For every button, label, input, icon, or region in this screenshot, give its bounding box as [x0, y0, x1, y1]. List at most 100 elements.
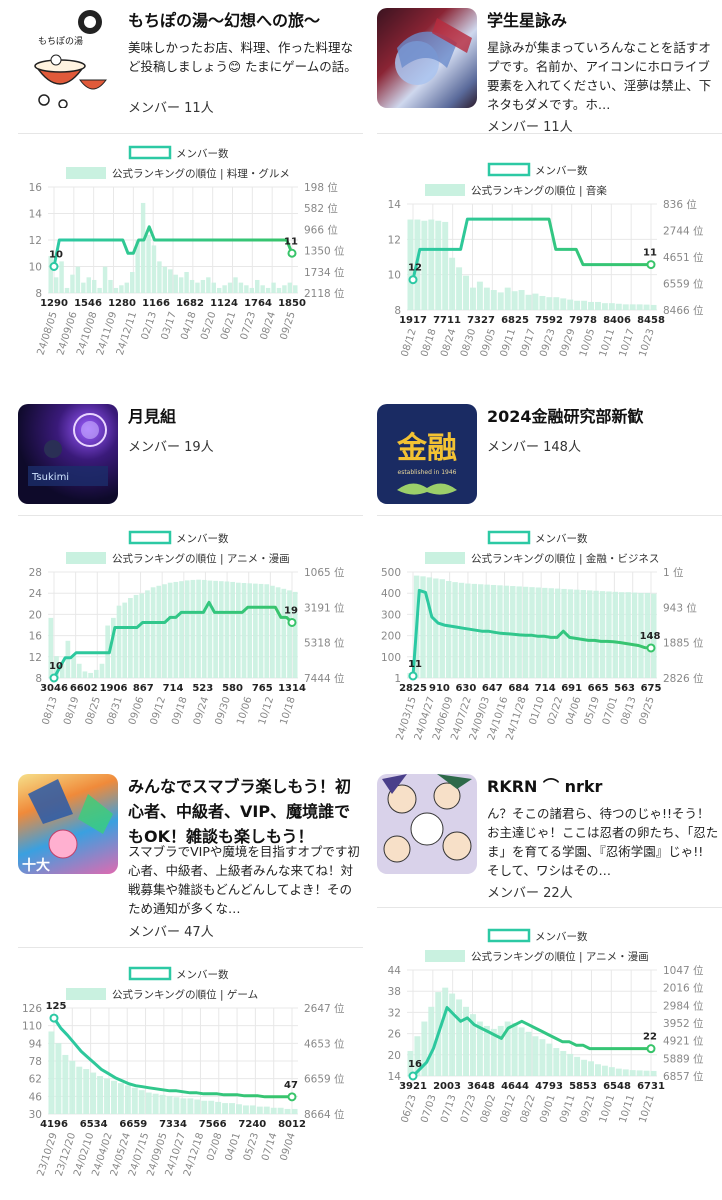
ranking-bar	[215, 1101, 222, 1114]
card-title[interactable]: 月見組	[128, 407, 177, 426]
ranking-bar	[651, 593, 657, 678]
member-count: メンバー 19人	[128, 440, 214, 455]
card-title[interactable]: 学生星詠み	[487, 11, 568, 30]
card-header[interactable]: もちぽの湯 もちぽの湯〜幻想への旅〜 美味しかったお店、料理、作った料理など投稿…	[18, 8, 363, 134]
ranking-bar	[213, 580, 218, 678]
rank-tick-label: 8458	[637, 315, 665, 326]
card-title[interactable]: もちぽの湯〜幻想への旅〜	[128, 11, 321, 30]
legend-member-label: メンバー数	[176, 147, 229, 160]
x-tick-label: 02/22	[546, 696, 565, 727]
ranking-bar	[542, 587, 548, 678]
ranking-bar	[82, 671, 88, 678]
ranking-bar	[518, 1027, 525, 1076]
chat-card[interactable]: もちぽの湯 もちぽの湯〜幻想への旅〜 美味しかったお店、料理、作った料理など投稿…	[18, 8, 363, 394]
card-header[interactable]: 学生星詠み 星詠みが集まっていろんなことを話すオプです。名前か、アイコンにホロラ…	[377, 8, 722, 135]
rank-tick-label: 523	[192, 683, 213, 694]
chat-card[interactable]: RKRN ⌒ nrkr ん？そこの諸君ら、待つのじゃ!!そう！お主達じゃ！ここは…	[377, 774, 722, 1160]
chat-card[interactable]: Tsukimi 月見組 メンバー 19人 メンバー数 公式ランキングの順位 | ア…	[18, 404, 363, 790]
ranking-bar	[75, 266, 81, 293]
x-tick-label: 09/25	[637, 696, 656, 727]
card-header[interactable]: Tsukimi 月見組 メンバー 19人	[18, 404, 363, 516]
member-line	[52, 600, 294, 679]
x-tick-label: 09/05	[479, 328, 498, 359]
rank-tick-label: 2825	[399, 683, 427, 694]
ranking-bar	[553, 1048, 560, 1076]
ranking-bar	[490, 290, 497, 310]
ranking-bar	[553, 297, 560, 310]
ranking-bar	[601, 303, 608, 310]
ranking-bar	[276, 287, 282, 293]
legend-ranking-label: 公式ランキングの順位 | アニメ・漫画	[112, 552, 290, 565]
y-tick-label: 62	[29, 1074, 42, 1086]
y2-tick-label: 7444 位	[304, 672, 345, 685]
y-tick-label: 400	[381, 588, 401, 600]
thumbnail[interactable]: 十大	[18, 774, 118, 874]
x-tick-label: 24/12/11	[115, 311, 139, 357]
ranking-bar	[581, 300, 588, 310]
y2-tick-label: 4921 位	[663, 1035, 704, 1048]
card-header[interactable]: RKRN ⌒ nrkr ん？そこの諸君ら、待つのじゃ!!そう！お主達じゃ！ここは…	[377, 774, 722, 908]
ranking-bar	[229, 1103, 235, 1114]
ranking-bar	[567, 299, 574, 310]
y-tick-label: 32	[388, 1007, 401, 1019]
rank-tick-label: 1124	[210, 298, 238, 309]
ranking-bar	[449, 257, 456, 310]
ranking-bar	[518, 290, 525, 310]
x-tick-label: 07/23	[239, 311, 258, 342]
ranking-bar	[184, 580, 190, 678]
rank-tick-label: 4644	[501, 1081, 529, 1092]
legend-ranking-label: 公式ランキングの順位 | ゲーム	[112, 988, 258, 1001]
thumbnail[interactable]: 金融 established in 1946	[377, 404, 477, 504]
thumbnail[interactable]	[377, 774, 477, 874]
ranking-bar	[503, 585, 510, 678]
ranking-bar	[180, 1098, 187, 1114]
card-header[interactable]: 十大 みんなでスマブラ楽しもう！初心者、中級者、VIP、魔境誰でもOK！雑談も楽…	[18, 774, 363, 948]
ranking-bar	[241, 583, 247, 678]
rank-tick-label: 1906	[100, 683, 128, 694]
thumbnail[interactable]	[377, 8, 477, 108]
ranking-bar	[608, 303, 615, 310]
y2-tick-label: 2647 位	[304, 1002, 345, 1015]
rank-tick-label: 675	[641, 683, 662, 694]
y-tick-label: 28	[29, 567, 42, 579]
card-header[interactable]: 金融 established in 1946 2024金融研究部新歓 メンバー …	[377, 404, 722, 516]
rank-tick-label: 7711	[433, 315, 461, 326]
y-tick-label: 16	[29, 631, 43, 643]
ranking-bar	[293, 285, 298, 293]
y-tick-label: 24	[29, 588, 43, 600]
x-tick-label: 09/17	[518, 328, 537, 359]
rank-tick-label: 7566	[199, 1119, 227, 1130]
rank-tick-label: 1546	[74, 298, 102, 309]
x-tick-label: 09/30	[214, 696, 233, 727]
y2-tick-label: 198 位	[304, 181, 338, 194]
x-tick-label: 09/04	[278, 1132, 297, 1163]
legend-member-swatch	[487, 162, 531, 177]
ranking-bar	[456, 999, 463, 1076]
member-line	[411, 588, 652, 677]
ranking-bar	[622, 1069, 629, 1076]
ranking-bar	[255, 279, 260, 293]
chat-card[interactable]: 学生星詠み 星詠みが集まっていろんなことを話すオプです。名前か、アイコンにホロラ…	[377, 8, 722, 394]
chat-card[interactable]: 十大 みんなでスマブラ楽しもう！初心者、中級者、VIP、魔境誰でもOK！雑談も楽…	[18, 774, 363, 1178]
ranking-bar	[588, 301, 594, 310]
ranking-bar	[242, 1105, 249, 1114]
thumbnail[interactable]: Tsukimi	[18, 404, 118, 504]
ranking-bar	[421, 1021, 428, 1076]
ranking-bar	[218, 581, 224, 678]
ranking-bar	[206, 277, 211, 293]
ranking-bar	[650, 304, 657, 310]
y2-tick-label: 3191 位	[304, 601, 345, 614]
chat-card[interactable]: 金融 established in 1946 2024金融研究部新歓 メンバー …	[377, 404, 722, 790]
ranking-bar	[124, 282, 130, 293]
rank-tick-label: 1290	[40, 298, 68, 309]
ranking-bar	[244, 285, 249, 293]
ranking-bar	[93, 669, 99, 678]
thumbnail[interactable]: もちぽの湯	[18, 8, 118, 108]
card-title[interactable]: RKRN ⌒ nrkr	[487, 777, 603, 796]
card-title[interactable]: 2024金融研究部新歓	[487, 407, 644, 426]
svg-text:Tsukimi: Tsukimi	[31, 472, 69, 483]
card-title[interactable]: みんなでスマブラ楽しもう！初心者、中級者、VIP、魔境誰でもOK！雑談も楽しもう…	[128, 777, 352, 846]
x-tick-label: 09/11	[558, 1094, 577, 1125]
